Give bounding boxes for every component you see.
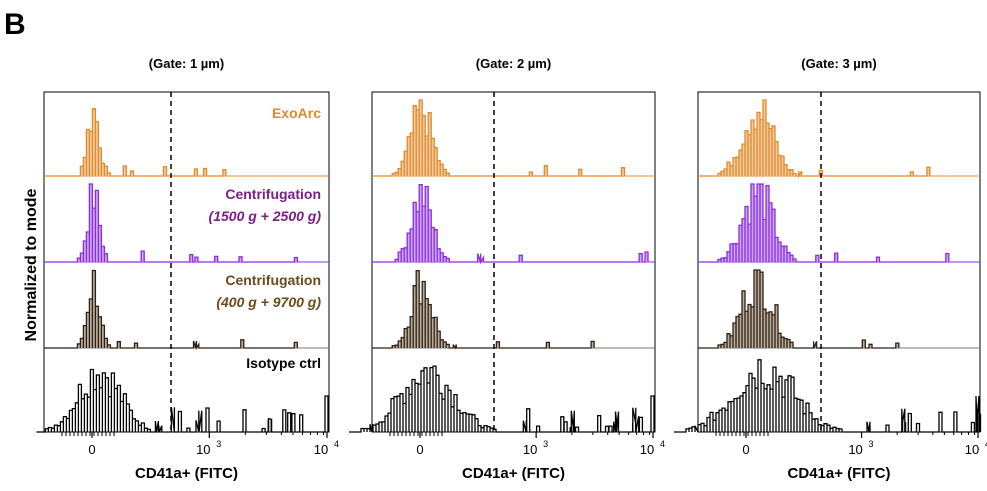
histogram-centrifugation_1 [44, 183, 299, 263]
x-tick-label: 10 [523, 442, 537, 457]
x-tick-exponent: 4 [985, 439, 987, 449]
histogram-centrifugation_2 [698, 269, 900, 349]
label-isotype: Isotype ctrl [246, 355, 321, 371]
panel-letter: B [4, 8, 26, 41]
histogram-panel-1: (Gate: 1 µm) 0 10 3 10 4 CD41a+ (FITC) ExoArc Ce… [36, 56, 339, 482]
histogram-isotype [36, 368, 329, 433]
x-tick-label: 10 [640, 442, 654, 457]
x-tick-exponent: 4 [334, 439, 339, 449]
histogram-centrifugation_1 [372, 184, 649, 265]
label-centrifugation-2-params: (400 g + 9700 g) [216, 294, 321, 310]
x-tick-exponent: 3 [216, 439, 221, 449]
x-tick-label: 10 [196, 442, 210, 457]
histogram-exoarc [372, 99, 626, 177]
histogram-panel-3: (Gate: 3 µm) 0 10 3 10 4 CD41a+ (FITC) [674, 56, 987, 482]
x-tick-label: 0 [88, 442, 95, 457]
x-tick-label: 10 [965, 442, 979, 457]
label-centrifugation-1-params: (1500 g + 2500 g) [209, 208, 322, 224]
x-axis-label: CD41a+ (FITC) [788, 465, 891, 482]
x-tick-label: 0 [742, 442, 749, 457]
histogram-exoarc [698, 99, 931, 179]
histogram-centrifugation_1 [698, 183, 950, 263]
x-tick-label: 10 [848, 442, 862, 457]
label-centrifugation-1: Centrifugation [225, 186, 321, 202]
label-exoarc: ExoArc [272, 105, 321, 121]
panel-title: (Gate: 2 µm) [476, 56, 551, 71]
histogram-centrifugation_2 [372, 269, 595, 350]
panel-title: (Gate: 1 µm) [149, 56, 224, 71]
x-axis-label: CD41a+ (FITC) [135, 465, 238, 482]
histogram-panel-2: (Gate: 2 µm) 0 10 3 10 4 CD41a+ (FITC) [349, 56, 665, 482]
histogram-isotype [674, 359, 982, 433]
histogram-exoarc [44, 108, 227, 177]
x-tick-label: 10 [314, 442, 328, 457]
histogram-centrifugation_2 [44, 269, 298, 351]
x-tick-label: 0 [416, 442, 423, 457]
panel-title: (Gate: 3 µm) [801, 56, 876, 71]
label-centrifugation-2: Centrifugation [225, 272, 321, 288]
x-tick-exponent: 4 [660, 439, 665, 449]
x-tick-exponent: 3 [869, 439, 874, 449]
x-axis-label: CD41a+ (FITC) [462, 465, 565, 482]
x-tick-exponent: 3 [543, 439, 548, 449]
y-axis-label: Normalized to mode [23, 188, 40, 341]
histogram-isotype [349, 365, 655, 433]
